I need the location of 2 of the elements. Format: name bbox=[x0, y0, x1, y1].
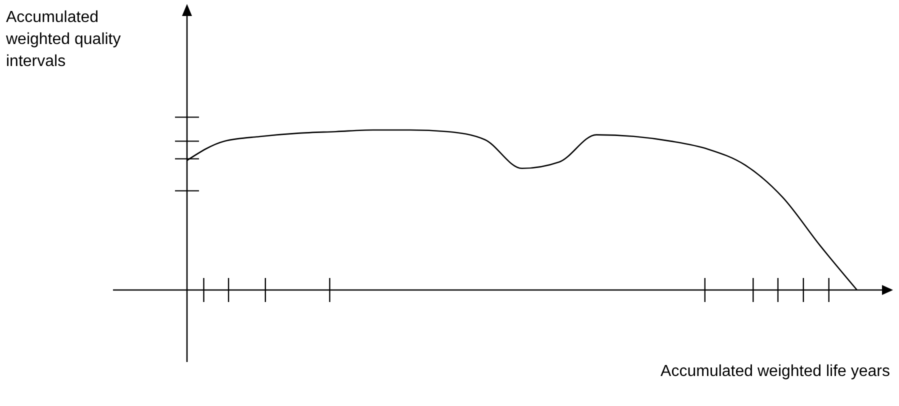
x-axis-title: Accumulated weighted life years bbox=[660, 363, 890, 380]
y-axis-title: Accumulated weighted quality intervals bbox=[5, 9, 121, 70]
